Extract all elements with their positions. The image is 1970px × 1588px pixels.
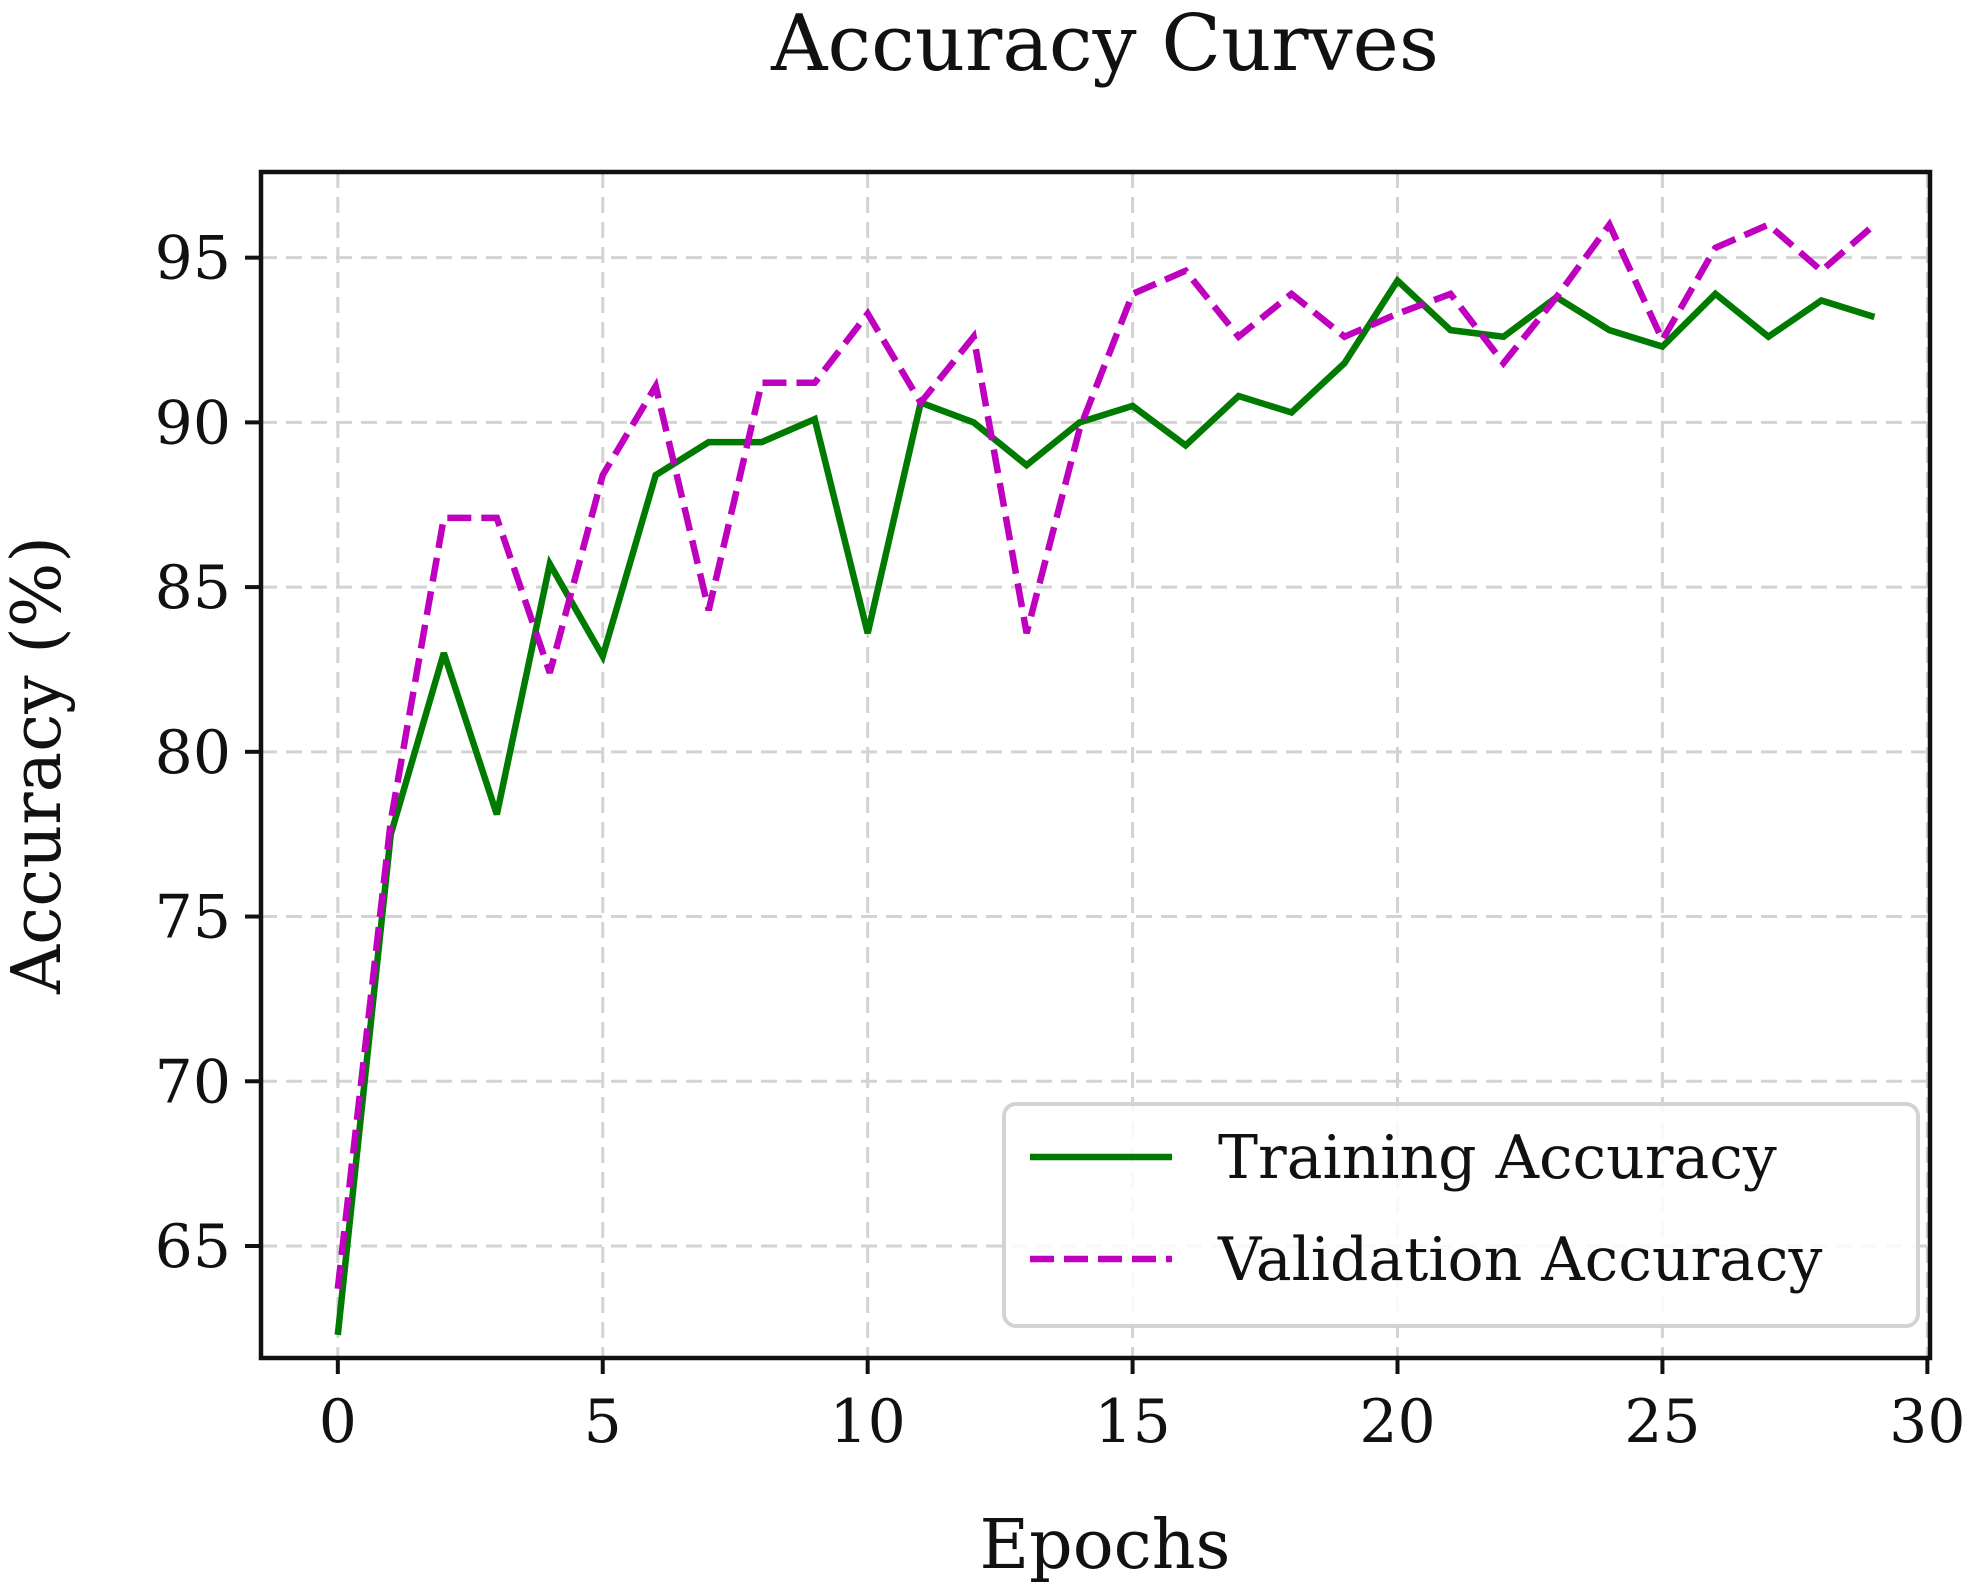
- series-layer: [334, 218, 1877, 1336]
- y-tick-label: 95: [155, 224, 231, 294]
- x-axis: 0 5 10 15 20 25 30: [319, 1358, 1966, 1457]
- series-line-validation-accuracy: [334, 218, 1877, 1290]
- legend-label-validation-accuracy: Validation Accuracy: [1217, 1225, 1823, 1295]
- y-tick-label: 85: [155, 553, 231, 623]
- x-axis-label: Epochs: [980, 1506, 1231, 1585]
- y-tick-label: 65: [155, 1212, 231, 1282]
- y-tick-label: 75: [155, 883, 231, 953]
- x-tick-label: 5: [584, 1387, 622, 1457]
- legend: Training Accuracy Validation Accuracy: [1002, 1102, 1920, 1328]
- y-tick-label: 80: [155, 718, 231, 788]
- chart-title: Accuracy Curves: [770, 0, 1439, 89]
- x-tick-label: 20: [1359, 1387, 1435, 1457]
- y-tick-label: 90: [155, 388, 231, 458]
- x-tick-label: 30: [1889, 1387, 1965, 1457]
- legend-box: [1002, 1102, 1920, 1328]
- x-tick-label: 15: [1094, 1387, 1170, 1457]
- x-tick-label: 25: [1624, 1387, 1700, 1457]
- y-tick-label: 70: [155, 1047, 231, 1117]
- x-tick-label: 10: [829, 1387, 905, 1457]
- series-line-training-accuracy: [334, 275, 1876, 1336]
- y-axis: 65 70 75 80 85 90 95: [155, 224, 261, 1282]
- legend-label-training-accuracy: Training Accuracy: [1218, 1123, 1777, 1193]
- x-tick-label: 0: [319, 1387, 357, 1457]
- plot-frame: [258, 169, 1933, 1361]
- y-axis-label: Accuracy (%): [0, 536, 77, 995]
